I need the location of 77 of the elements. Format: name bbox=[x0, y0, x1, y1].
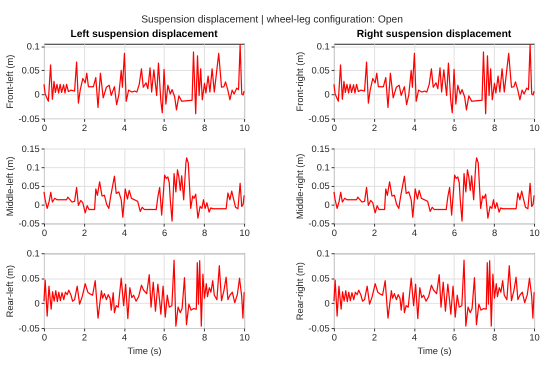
x-tick-label: 2 bbox=[82, 228, 88, 238]
line-series bbox=[43, 260, 245, 327]
x-tick-label: 2 bbox=[372, 123, 378, 134]
x-tick-label: 8 bbox=[202, 228, 208, 238]
x-tick-label: 8 bbox=[492, 123, 498, 134]
y-tick-label: 0 bbox=[324, 90, 330, 100]
y-axis-title: Rear-right (m) bbox=[294, 262, 305, 320]
y-tick-label: 0.1 bbox=[316, 41, 330, 52]
y-tick-label: 0.05 bbox=[22, 274, 40, 284]
chart-title: Right suspension displacement bbox=[356, 28, 512, 40]
x-tick-label: 8 bbox=[492, 332, 498, 343]
x-tick-label: 10 bbox=[239, 332, 250, 343]
x-tick-label: 8 bbox=[492, 228, 498, 238]
y-tick-label: -0.05 bbox=[18, 218, 40, 229]
x-tick-label: 10 bbox=[529, 123, 540, 134]
y-axis-title: Middle-left (m) bbox=[4, 156, 15, 216]
x-tick-label: 6 bbox=[452, 123, 458, 134]
x-tick-label: 6 bbox=[452, 228, 458, 238]
x-tick-label: 0 bbox=[332, 332, 337, 343]
x-tick-label: 6 bbox=[162, 123, 168, 134]
y-tick-label: -0.05 bbox=[308, 323, 330, 334]
x-tick-label: 6 bbox=[162, 332, 168, 343]
x-tick-label: 6 bbox=[452, 332, 458, 343]
x-tick-label: 4 bbox=[412, 123, 418, 134]
line-series bbox=[333, 260, 535, 327]
y-tick-label: 0.1 bbox=[316, 248, 330, 259]
x-tick-label: 10 bbox=[529, 228, 540, 238]
y-tick-label: 0.05 bbox=[22, 66, 40, 76]
y-axis-title: Middle-right (m) bbox=[294, 154, 305, 220]
y-tick-label: 0.05 bbox=[22, 181, 40, 192]
x-axis-title: Time (s) bbox=[128, 346, 162, 356]
x-tick-label: 0 bbox=[42, 332, 48, 343]
line-series bbox=[333, 157, 535, 222]
y-tick-label: 0.15 bbox=[312, 144, 330, 154]
y-axis-title: Front-left (m) bbox=[4, 54, 15, 109]
y-tick-label: 0.1 bbox=[26, 248, 40, 259]
x-tick-label: 10 bbox=[239, 123, 250, 134]
x-tick-label: 10 bbox=[239, 228, 250, 238]
y-tick-label: 0.1 bbox=[26, 162, 40, 172]
y-axis-title: Front-right (m) bbox=[294, 52, 305, 112]
x-tick-label: 8 bbox=[202, 123, 208, 134]
x-tick-label: 8 bbox=[202, 332, 208, 343]
x-tick-label: 6 bbox=[162, 228, 168, 238]
y-tick-label: -0.05 bbox=[18, 323, 40, 334]
y-tick-label: 0.05 bbox=[312, 66, 330, 76]
x-tick-label: 0 bbox=[42, 228, 48, 238]
line-series bbox=[43, 157, 245, 222]
x-tick-label: 4 bbox=[412, 228, 418, 238]
y-tick-label: 0 bbox=[34, 298, 40, 308]
y-tick-label: 0.1 bbox=[26, 41, 40, 52]
x-tick-label: 4 bbox=[122, 228, 128, 238]
y-tick-label: 0 bbox=[324, 298, 330, 308]
x-tick-label: 2 bbox=[82, 123, 88, 134]
x-tick-label: 2 bbox=[372, 228, 378, 238]
x-tick-label: 4 bbox=[122, 123, 128, 134]
y-tick-label: -0.05 bbox=[308, 114, 330, 124]
x-tick-label: 4 bbox=[122, 332, 128, 343]
y-tick-label: 0 bbox=[34, 90, 40, 100]
x-axis-title: Time (s) bbox=[418, 346, 452, 356]
y-tick-label: 0.15 bbox=[22, 144, 40, 154]
x-tick-label: 10 bbox=[529, 332, 540, 343]
x-tick-label: 2 bbox=[82, 332, 88, 343]
y-tick-label: -0.05 bbox=[308, 218, 330, 229]
x-tick-label: 0 bbox=[42, 123, 48, 134]
y-tick-label: 0.05 bbox=[312, 274, 330, 284]
chart-title: Left suspension displacement bbox=[70, 28, 218, 40]
x-tick-label: 0 bbox=[332, 123, 337, 134]
y-tick-label: -0.05 bbox=[18, 114, 40, 124]
y-tick-label: 0.05 bbox=[312, 181, 330, 192]
y-tick-label: 0 bbox=[34, 200, 40, 210]
x-tick-label: 4 bbox=[412, 332, 418, 343]
x-tick-label: 2 bbox=[372, 332, 378, 343]
x-tick-label: 0 bbox=[332, 228, 337, 238]
text: Suspension displacement | wheel-leg configuration: Open bbox=[141, 14, 404, 26]
y-tick-label: 0.1 bbox=[316, 162, 330, 172]
y-tick-label: 0 bbox=[324, 200, 330, 210]
y-axis-title: Rear-left (m) bbox=[4, 264, 15, 318]
